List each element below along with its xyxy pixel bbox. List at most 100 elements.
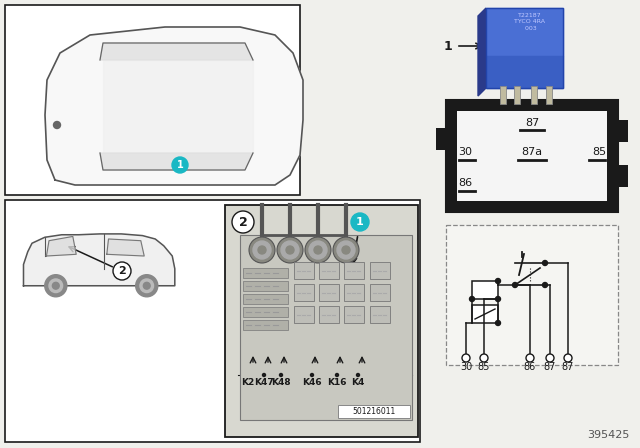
Text: 2: 2 bbox=[239, 215, 248, 228]
Circle shape bbox=[543, 260, 547, 266]
Text: K4: K4 bbox=[351, 378, 365, 387]
Circle shape bbox=[45, 275, 67, 297]
Bar bbox=[370, 284, 390, 301]
Bar bbox=[243, 281, 288, 291]
Circle shape bbox=[543, 283, 547, 288]
Circle shape bbox=[480, 354, 488, 362]
Circle shape bbox=[310, 374, 314, 376]
Bar bbox=[617, 120, 628, 142]
Text: 86: 86 bbox=[458, 178, 472, 188]
Text: 395425: 395425 bbox=[588, 430, 630, 440]
Text: 1: 1 bbox=[444, 39, 452, 52]
Circle shape bbox=[333, 237, 359, 263]
Circle shape bbox=[286, 246, 294, 254]
Polygon shape bbox=[100, 153, 253, 170]
Circle shape bbox=[495, 279, 500, 284]
Bar bbox=[338, 405, 410, 418]
Circle shape bbox=[54, 121, 61, 129]
Bar bbox=[243, 294, 288, 304]
Text: K48: K48 bbox=[271, 378, 291, 387]
Circle shape bbox=[526, 354, 534, 362]
Bar bbox=[486, 8, 563, 88]
Bar bbox=[472, 305, 498, 323]
Circle shape bbox=[470, 297, 474, 302]
Bar bbox=[243, 268, 288, 278]
Text: 86: 86 bbox=[524, 362, 536, 372]
Text: T22187
TYCO 4RA
 003: T22187 TYCO 4RA 003 bbox=[515, 13, 545, 31]
Bar bbox=[344, 284, 364, 301]
Text: K46: K46 bbox=[302, 378, 322, 387]
Circle shape bbox=[136, 275, 158, 297]
Bar bbox=[436, 128, 447, 150]
Bar bbox=[370, 306, 390, 323]
Text: 2: 2 bbox=[118, 266, 126, 276]
Bar bbox=[243, 307, 288, 317]
Bar bbox=[344, 262, 364, 279]
Circle shape bbox=[495, 320, 500, 326]
Circle shape bbox=[281, 241, 299, 259]
Bar bbox=[500, 86, 506, 104]
Text: 87a: 87a bbox=[522, 147, 543, 157]
Text: 87: 87 bbox=[562, 362, 574, 372]
Text: K47: K47 bbox=[254, 378, 274, 387]
Bar bbox=[617, 165, 628, 187]
Bar bbox=[319, 284, 339, 301]
Circle shape bbox=[249, 237, 275, 263]
Circle shape bbox=[49, 279, 63, 293]
Bar bbox=[370, 262, 390, 279]
Bar bbox=[546, 86, 552, 104]
Circle shape bbox=[351, 213, 369, 231]
Polygon shape bbox=[45, 27, 303, 185]
Bar bbox=[446, 225, 618, 365]
Bar bbox=[344, 306, 364, 323]
Circle shape bbox=[564, 354, 572, 362]
Text: K16: K16 bbox=[327, 378, 347, 387]
Circle shape bbox=[262, 374, 266, 376]
Polygon shape bbox=[103, 60, 253, 153]
Polygon shape bbox=[107, 239, 144, 256]
Bar bbox=[319, 306, 339, 323]
Circle shape bbox=[495, 297, 500, 302]
Circle shape bbox=[172, 157, 188, 173]
Circle shape bbox=[314, 246, 322, 254]
Bar bbox=[294, 262, 314, 279]
Circle shape bbox=[113, 262, 131, 280]
Bar bbox=[5, 5, 300, 195]
Circle shape bbox=[305, 237, 331, 263]
Circle shape bbox=[253, 241, 271, 259]
Text: 1: 1 bbox=[356, 217, 364, 227]
Bar bbox=[531, 86, 537, 104]
Bar bbox=[472, 281, 498, 299]
Text: 30: 30 bbox=[460, 362, 472, 372]
Bar bbox=[514, 86, 520, 104]
Bar bbox=[294, 284, 314, 301]
Circle shape bbox=[513, 283, 518, 288]
Bar bbox=[294, 306, 314, 323]
Circle shape bbox=[546, 354, 554, 362]
Text: 87: 87 bbox=[525, 118, 539, 128]
Bar bbox=[319, 262, 339, 279]
Circle shape bbox=[232, 211, 254, 233]
Text: 85: 85 bbox=[592, 147, 606, 157]
Bar bbox=[5, 200, 420, 442]
Text: 85: 85 bbox=[478, 362, 490, 372]
Circle shape bbox=[277, 237, 303, 263]
Text: 1: 1 bbox=[177, 160, 184, 170]
Text: K2: K2 bbox=[241, 378, 255, 387]
Polygon shape bbox=[24, 234, 175, 286]
Circle shape bbox=[280, 374, 282, 376]
Polygon shape bbox=[47, 237, 76, 256]
Circle shape bbox=[342, 246, 350, 254]
Bar bbox=[240, 235, 412, 420]
Bar bbox=[457, 111, 607, 201]
Bar bbox=[243, 320, 288, 330]
Circle shape bbox=[143, 282, 150, 289]
Circle shape bbox=[335, 374, 339, 376]
Circle shape bbox=[356, 374, 360, 376]
Circle shape bbox=[462, 354, 470, 362]
Polygon shape bbox=[100, 43, 253, 60]
Polygon shape bbox=[486, 8, 563, 56]
Circle shape bbox=[258, 246, 266, 254]
Circle shape bbox=[52, 282, 59, 289]
Bar bbox=[446, 100, 618, 212]
